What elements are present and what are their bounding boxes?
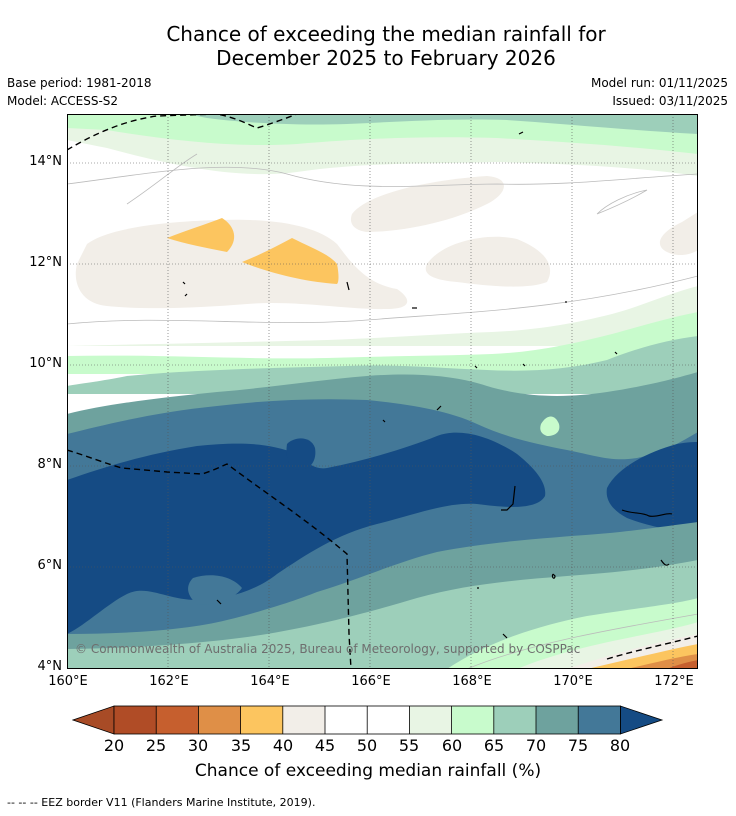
contour-line [126, 153, 198, 205]
x-tick-label: 170°E [553, 674, 593, 689]
title-line-1: Chance of exceeding the median rainfall … [166, 22, 606, 46]
issued-label: Issued: 03/11/2025 [612, 94, 728, 108]
colorbar-tick: 80 [609, 736, 631, 755]
rainfall-map: © Commonwealth of Australia 2025, Bureau… [67, 114, 698, 669]
colorbar-swatch-50 [367, 706, 410, 734]
band-mid-65 [67, 336, 698, 394]
colorbar-arrow-right [620, 705, 664, 735]
colorbar-tick: 35 [230, 736, 252, 755]
colorbar-swatch-30 [198, 706, 241, 734]
colorbar-tick: 65 [483, 736, 505, 755]
eez-footnote: -- -- -- EEZ border V11 (Flanders Marine… [7, 796, 316, 809]
band-80-west [67, 432, 546, 634]
band-top-60 [67, 114, 698, 154]
model-label: Model: ACCESS-S2 [7, 94, 119, 108]
colorbar-tick: 45 [314, 736, 336, 755]
colorbar-swatch-55 [409, 706, 452, 734]
colorbar-tick: 20 [103, 736, 125, 755]
contour-line [466, 613, 698, 669]
eez-border [67, 114, 698, 669]
colorbar-tick: 60 [441, 736, 463, 755]
colorbar-arrow-left [72, 705, 115, 735]
band-80-isle [286, 438, 316, 470]
band-35-a [167, 218, 235, 252]
contour-line [596, 189, 648, 215]
model-run-label: Model run: 01/11/2025 [590, 76, 728, 90]
colorbar-title: Chance of exceeding median rainfall (%) [194, 761, 542, 781]
colorbar-swatch-65 [493, 706, 536, 734]
band-40-east [425, 236, 551, 287]
map-frame [67, 114, 698, 669]
band-top-65 [187, 114, 698, 134]
x-tick-label: 162°E [149, 674, 189, 689]
colorbar-swatch-60 [451, 706, 494, 734]
band-mid-60 [67, 312, 698, 374]
base-period-label: Base period: 1981-2018 [7, 76, 152, 90]
x-tick-label: 172°E [654, 674, 694, 689]
graticule [67, 114, 698, 669]
band-40-center [350, 176, 504, 232]
x-tick-label: 164°E [250, 674, 290, 689]
y-tick-label: 14°N [29, 154, 62, 169]
meta-left: Base period: 1981-2018 Model: ACCESS-S2 [7, 74, 152, 110]
map-title: Chance of exceeding the median rainfall … [0, 22, 736, 70]
band-mid-55 [67, 286, 698, 346]
band-south-25 [667, 660, 698, 669]
y-tick-label: 4°N [37, 659, 63, 674]
colorbar-tick: 40 [272, 736, 294, 755]
meta-right: Model run: 01/11/2025 Issued: 03/11/2025 [591, 74, 728, 110]
contour-line [67, 275, 698, 325]
band-35-b [242, 238, 339, 284]
copyright-text: © Commonwealth of Australia 2025, Bureau… [75, 642, 580, 656]
band-40-edge [659, 212, 698, 256]
band-60-patch [540, 416, 560, 436]
colorbar-tick: 30 [187, 736, 209, 755]
colorbar-swatch-40 [282, 706, 325, 734]
island-specks [182, 131, 673, 639]
band-80-east [606, 442, 698, 534]
colorbar-swatch-45 [325, 706, 368, 734]
y-tick-label: 6°N [37, 558, 63, 573]
band-40-west [75, 219, 408, 310]
colorbar-swatch-75 [578, 706, 621, 734]
y-tick-label: 8°N [37, 457, 63, 472]
x-tick-label: 166°E [351, 674, 391, 689]
colorbar-tick: 55 [398, 736, 420, 755]
colorbar-tick: 70 [525, 736, 547, 755]
colorbar-swatch-35 [240, 706, 283, 734]
colorbar-swatch-20 [114, 706, 157, 734]
y-tick-label: 12°N [29, 255, 62, 270]
colorbar-swatch-25 [156, 706, 199, 734]
colorbar-swatch-70 [536, 706, 579, 734]
colorbar-tick: 25 [145, 736, 167, 755]
band-75-south [188, 575, 242, 605]
x-tick-label: 160°E [48, 674, 88, 689]
colorbar-tick: 50 [356, 736, 378, 755]
colorbar [72, 705, 664, 735]
title-line-2: December 2025 to February 2026 [216, 46, 556, 70]
colorbar-tick: 75 [567, 736, 589, 755]
y-tick-label: 10°N [29, 356, 62, 371]
x-tick-label: 168°E [452, 674, 492, 689]
contour-line [67, 166, 698, 187]
